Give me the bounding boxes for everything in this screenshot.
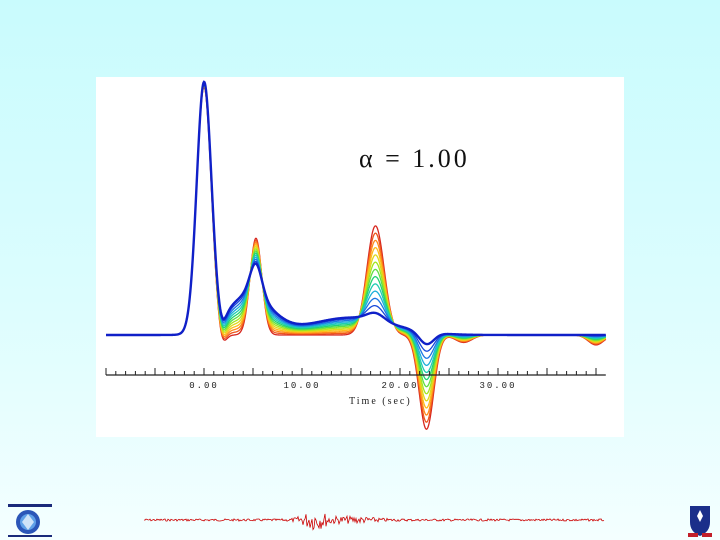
x-tick-label: 10.00 [283, 381, 320, 391]
alpha-annotation: α = 1.00 [359, 144, 470, 173]
x-tick-label: 30.00 [479, 381, 516, 391]
waveform-series-9 [106, 82, 606, 374]
university-logo-icon [8, 504, 52, 537]
seismogram-trace [143, 513, 605, 531]
waveform-curves [106, 80, 607, 430]
x-tick-label: 0.00 [189, 381, 219, 391]
plot-panel: 0.00 10.00 20.00 30.00 Time (sec) α = 1.00 [96, 77, 624, 437]
waveform-series-2 [106, 85, 607, 423]
waveform-series-13 [106, 80, 606, 346]
waveform-series-3 [106, 85, 607, 416]
x-tick-labels: 0.00 10.00 20.00 30.00 [189, 381, 516, 391]
waveform-chart: 0.00 10.00 20.00 30.00 Time (sec) α = 1.00 [105, 80, 607, 430]
university-crest-icon [688, 506, 712, 537]
x-axis-title: Time (sec) [349, 396, 412, 407]
waveform-series-5 [106, 84, 607, 402]
waveform-series-4 [106, 84, 607, 409]
waveform-series-6 [106, 83, 607, 395]
waveform-series-1 [106, 86, 607, 430]
waveform-series-7 [106, 83, 607, 388]
waveform-series-12 [106, 81, 606, 352]
seismogram-line [143, 513, 605, 531]
x-axis [105, 368, 606, 376]
x-tick-label: 20.00 [381, 381, 418, 391]
